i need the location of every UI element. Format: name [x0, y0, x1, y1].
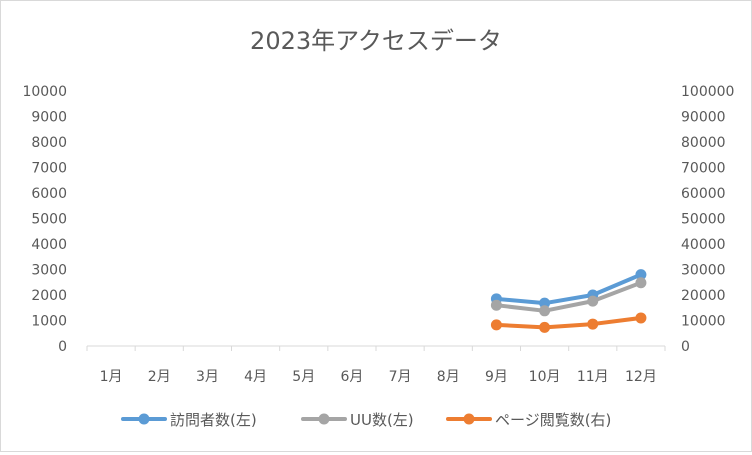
x-tick-label: 5月	[292, 369, 315, 385]
legend-marker	[463, 413, 475, 425]
right-tick-label: 40000	[681, 237, 726, 253]
right-tick-label: 30000	[681, 263, 726, 279]
left-tick-label: 2000	[31, 288, 67, 304]
x-tick-label: 9月	[485, 369, 508, 385]
data-point	[490, 299, 502, 311]
legend-item: 訪問者数(左)	[121, 411, 257, 429]
left-tick-label: 7000	[31, 161, 67, 177]
x-tick-label: 12月	[625, 369, 657, 385]
left-axis-ticks: 0 1000 2000 3000 4000 5000 6000 7000 8000 9000 100…	[22, 84, 67, 355]
left-tick-label: 9000	[31, 110, 67, 126]
x-tick-label: 2月	[148, 369, 171, 385]
left-tick-label: 8000	[31, 135, 67, 151]
x-tick-label: 11月	[577, 369, 609, 385]
data-point	[490, 319, 502, 331]
x-tick-label: 3月	[196, 369, 219, 385]
data-point	[587, 295, 599, 307]
data-point	[635, 269, 647, 281]
x-axis-ticks: 1月 2月 3月 4月 5月 6月 7月 8月 9月 10月 11月 12月	[86, 346, 666, 385]
series-2	[490, 277, 647, 317]
x-tick-label: 7月	[389, 369, 412, 385]
legend-item: UU数(左)	[301, 411, 414, 429]
data-point	[635, 312, 647, 324]
chart-title: 2023年アクセスデータ	[250, 27, 502, 55]
right-tick-label: 60000	[681, 186, 726, 202]
left-tick-label: 10000	[22, 84, 67, 100]
left-tick-label: 5000	[31, 212, 67, 228]
x-tick-label: 8月	[437, 369, 460, 385]
legend-label: ページ閲覧数(右)	[495, 411, 611, 429]
left-tick-label: 3000	[31, 263, 67, 279]
series-layer	[490, 269, 647, 333]
x-tick-label: 4月	[244, 369, 267, 385]
data-point	[539, 321, 551, 333]
right-tick-label: 10000	[681, 314, 726, 330]
series-3	[490, 312, 647, 333]
data-point	[635, 277, 647, 289]
right-tick-label: 0	[681, 339, 690, 355]
data-point	[539, 305, 551, 317]
left-tick-label: 4000	[31, 237, 67, 253]
x-tick-label: 10月	[529, 369, 561, 385]
right-tick-label: 80000	[681, 135, 726, 151]
left-tick-label: 6000	[31, 186, 67, 202]
data-point	[539, 297, 551, 309]
right-tick-label: 20000	[681, 288, 726, 304]
right-axis-ticks: 0 10000 20000 30000 40000 50000 60000 70000 8000…	[681, 84, 734, 355]
legend: 訪問者数(左) UU数(左) ページ閲覧数(右)	[121, 411, 611, 429]
right-tick-label: 50000	[681, 212, 726, 228]
legend-label: UU数(左)	[350, 411, 414, 429]
x-tick-label: 1月	[100, 369, 123, 385]
right-tick-label: 70000	[681, 161, 726, 177]
series-line	[494, 272, 643, 306]
legend-label: 訪問者数(左)	[170, 411, 257, 429]
left-tick-label: 1000	[31, 314, 67, 330]
legend-marker	[138, 413, 150, 425]
right-tick-label: 100000	[681, 84, 734, 100]
right-tick-label: 90000	[681, 110, 726, 126]
series-line	[494, 315, 643, 330]
legend-item: ページ閲覧数(右)	[446, 411, 611, 429]
data-point	[587, 318, 599, 330]
x-tick-label: 6月	[340, 369, 363, 385]
legend-marker	[318, 413, 330, 425]
series-line	[494, 280, 643, 313]
left-tick-label: 0	[58, 339, 67, 355]
